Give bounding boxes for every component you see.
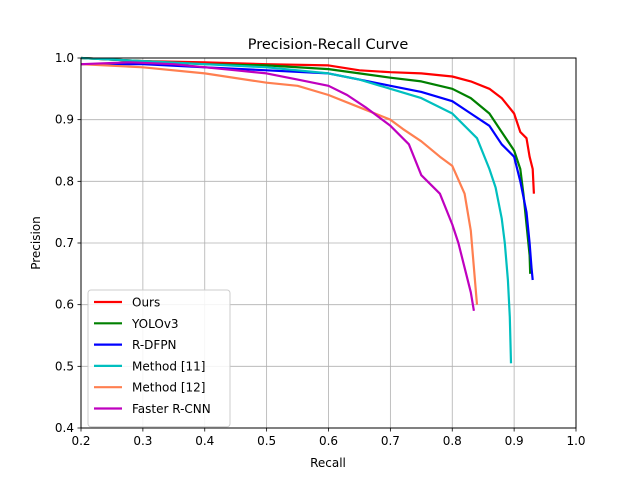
x-tick-label: 0.4 bbox=[195, 434, 214, 448]
series-line-r-dfpn bbox=[81, 63, 534, 281]
y-tick-label: 0.7 bbox=[55, 236, 74, 250]
series-lines bbox=[80, 56, 535, 364]
series-line-faster-r-cnn bbox=[80, 61, 475, 311]
legend-label: Ours bbox=[132, 296, 160, 310]
x-tick-label: 0.9 bbox=[505, 434, 524, 448]
series-line-method-11 bbox=[80, 56, 513, 364]
x-tick-label: 0.5 bbox=[257, 434, 276, 448]
y-tick-label: 0.8 bbox=[55, 174, 74, 188]
chart-title: Precision-Recall Curve bbox=[248, 37, 409, 53]
y-tick-label: 1.0 bbox=[55, 51, 74, 65]
x-tick-label: 1.0 bbox=[566, 434, 585, 448]
axis-ticks: 0.2 0.3 0.4 0.5 0.6 0.7 0.8 0.9 1.0 0.4 0.5 0.6 0.7 0… bbox=[55, 51, 586, 448]
y-axis-title: Precision bbox=[29, 216, 43, 270]
x-tick-label: 0.7 bbox=[381, 434, 400, 448]
y-tick-label: 0.5 bbox=[55, 359, 74, 373]
y-tick-label: 0.4 bbox=[55, 421, 74, 435]
x-tick-label: 0.2 bbox=[71, 434, 90, 448]
legend-label: Faster R-CNN bbox=[132, 402, 211, 416]
x-tick-label: 0.3 bbox=[133, 434, 152, 448]
legend-label: Method [12] bbox=[132, 381, 205, 395]
y-tick-label: 0.6 bbox=[55, 298, 74, 312]
legend-label: YOLOv3 bbox=[131, 317, 179, 331]
legend-box bbox=[87, 289, 231, 428]
series-line-method-12 bbox=[80, 63, 479, 305]
legend-label: Method [11] bbox=[132, 359, 205, 373]
y-tick-label: 0.9 bbox=[55, 113, 74, 127]
series-line-yolov3 bbox=[80, 56, 532, 274]
legend: Ours YOLOv3 R-DFPN Method [11] Method [12] Fa… bbox=[87, 289, 231, 428]
legend-label: R-DFPN bbox=[132, 338, 177, 352]
x-tick-label: 0.6 bbox=[319, 434, 338, 448]
x-tick-label: 0.8 bbox=[443, 434, 462, 448]
x-axis-title: Recall bbox=[310, 456, 346, 470]
series-line-ours bbox=[80, 56, 535, 194]
